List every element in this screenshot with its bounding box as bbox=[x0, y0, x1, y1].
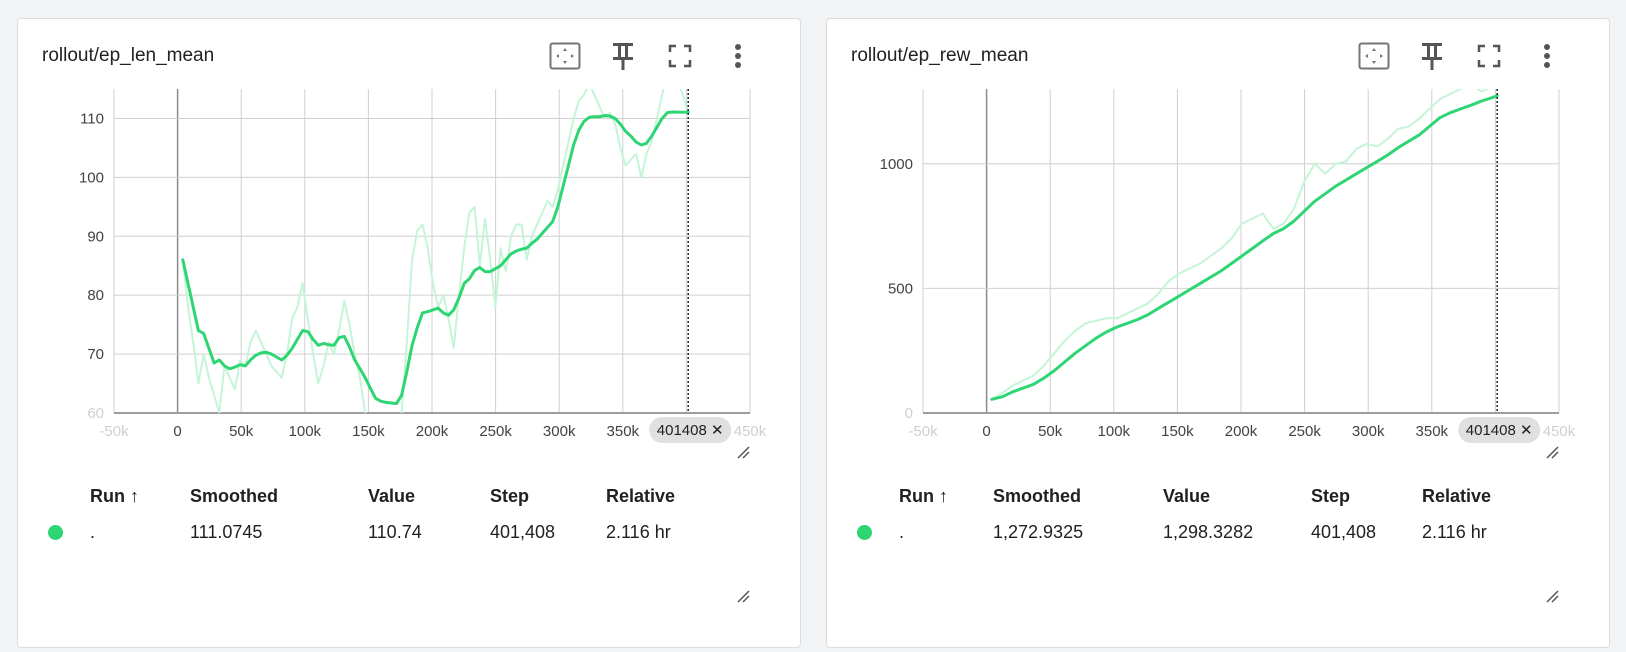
x-tick-label: -50k bbox=[99, 423, 129, 440]
col-relative[interactable]: Relative bbox=[1422, 486, 1492, 506]
x-tick-label: 300k bbox=[1352, 423, 1385, 440]
x-tick-label: 350k bbox=[1416, 423, 1449, 440]
table-row: . 111.0745 110.74 401,408 2.116 hr bbox=[18, 517, 802, 547]
step-chip[interactable]: 401408 ✕ bbox=[649, 417, 732, 443]
card-title: rollout/ep_len_mean bbox=[42, 45, 215, 66]
pin-icon[interactable] bbox=[606, 39, 640, 73]
col-smoothed[interactable]: Smoothed bbox=[993, 486, 1081, 506]
table-row: . 1,272.9325 1,298.3282 401,408 2.116 hr bbox=[827, 517, 1611, 547]
x-tick-label: 150k bbox=[1161, 423, 1194, 440]
fit-domain-icon[interactable] bbox=[548, 39, 582, 73]
run-color-dot bbox=[48, 525, 63, 540]
x-tick-label: 350k bbox=[607, 423, 640, 440]
chart-card-ep-len-mean: rollout/ep_len_mean -50k 0 50k 100k 150k 200k… bbox=[17, 18, 801, 648]
x-tick-label: 450k bbox=[1543, 423, 1576, 440]
cell-smoothed: 1,272.9325 bbox=[993, 522, 1084, 542]
raw-value-line bbox=[990, 89, 1499, 401]
col-smoothed[interactable]: Smoothed bbox=[190, 486, 278, 506]
cell-step: 401,408 bbox=[490, 522, 556, 542]
col-value[interactable]: Value bbox=[368, 486, 416, 506]
table-header: Run ↑ Smoothed Value Step Relative bbox=[827, 481, 1611, 511]
x-tick-label: 450k bbox=[734, 423, 767, 440]
y-tick-label: 1000 bbox=[880, 156, 913, 173]
step-chip-background bbox=[649, 417, 732, 443]
y-tick-label: 90 bbox=[87, 228, 104, 245]
line-chart[interactable]: -50k050k100k150k200k250k300k350k400k450k… bbox=[827, 19, 1611, 479]
cell-smoothed: 111.0745 bbox=[190, 522, 263, 542]
cell-value: 1,298.3282 bbox=[1163, 522, 1254, 542]
y-tick-label: 80 bbox=[87, 287, 104, 304]
x-tick-label: 250k bbox=[479, 423, 512, 440]
x-tick-label: 200k bbox=[1225, 423, 1258, 440]
y-tick-label: 70 bbox=[87, 346, 104, 363]
cell-relative: 2.116 hr bbox=[1422, 522, 1487, 542]
fit-domain-icon[interactable] bbox=[1357, 39, 1391, 73]
raw-value-line bbox=[181, 89, 690, 413]
line-chart[interactable]: -50k050k100k150k200k250k300k350k400k450k… bbox=[18, 19, 802, 479]
step-chip-background bbox=[1458, 417, 1541, 443]
x-tick-label: 250k bbox=[1288, 423, 1321, 440]
x-tick-label: 50k bbox=[1038, 423, 1063, 440]
y-tick-label: 100 bbox=[79, 169, 104, 186]
smoothed-line bbox=[181, 110, 690, 406]
fullscreen-icon[interactable] bbox=[663, 39, 697, 73]
fullscreen-icon[interactable] bbox=[1472, 39, 1506, 73]
cell-run: . bbox=[899, 522, 905, 542]
col-run[interactable]: Run ↑ bbox=[90, 486, 139, 506]
chart-card-ep-rew-mean: rollout/ep_rew_mean -50k 0 50k 100k 150k 200k… bbox=[826, 18, 1610, 648]
table-header: Run ↑ Smoothed Value Step Relative bbox=[18, 481, 802, 511]
step-chip-label: 401408 ✕ bbox=[1466, 422, 1533, 439]
col-step[interactable]: Step bbox=[490, 486, 530, 506]
y-tick-label: 110 bbox=[80, 110, 104, 127]
card-title: rollout/ep_rew_mean bbox=[851, 45, 1029, 66]
run-color-dot bbox=[857, 525, 872, 540]
step-chip-label: 401408 ✕ bbox=[657, 422, 724, 439]
cell-value: 110.74 bbox=[368, 522, 422, 542]
cell-relative: 2.116 hr bbox=[606, 522, 671, 542]
cell-step: 401,408 bbox=[1311, 522, 1377, 542]
col-step[interactable]: Step bbox=[1311, 486, 1351, 506]
cell-run: . bbox=[90, 522, 96, 542]
x-tick-label: 100k bbox=[1098, 423, 1131, 440]
x-tick-label: 300k bbox=[543, 423, 576, 440]
x-tick-label: 50k bbox=[229, 423, 254, 440]
x-tick-label: 150k bbox=[352, 423, 385, 440]
smoothed-line bbox=[990, 94, 1499, 401]
x-tick-label: 100k bbox=[289, 423, 322, 440]
col-value[interactable]: Value bbox=[1163, 486, 1211, 506]
resize-icon[interactable] bbox=[1545, 445, 1559, 459]
resize-icon[interactable] bbox=[736, 445, 750, 459]
x-tick-label: 200k bbox=[416, 423, 449, 440]
x-tick-label: -50k bbox=[908, 423, 938, 440]
x-tick-label: 0 bbox=[982, 423, 990, 440]
more-vert-icon[interactable] bbox=[721, 39, 755, 73]
resize-icon[interactable] bbox=[1545, 589, 1559, 603]
y-tick-label: 0 bbox=[905, 405, 913, 422]
col-relative[interactable]: Relative bbox=[606, 486, 676, 506]
pin-icon[interactable] bbox=[1415, 39, 1449, 73]
step-chip[interactable]: 401408 ✕ bbox=[1458, 417, 1541, 443]
x-tick-label: 0 bbox=[173, 423, 181, 440]
y-tick-label: 500 bbox=[888, 280, 913, 297]
resize-icon[interactable] bbox=[736, 589, 750, 603]
col-run[interactable]: Run ↑ bbox=[899, 486, 948, 506]
y-tick-label: 60 bbox=[87, 405, 104, 422]
more-vert-icon[interactable] bbox=[1530, 39, 1564, 73]
